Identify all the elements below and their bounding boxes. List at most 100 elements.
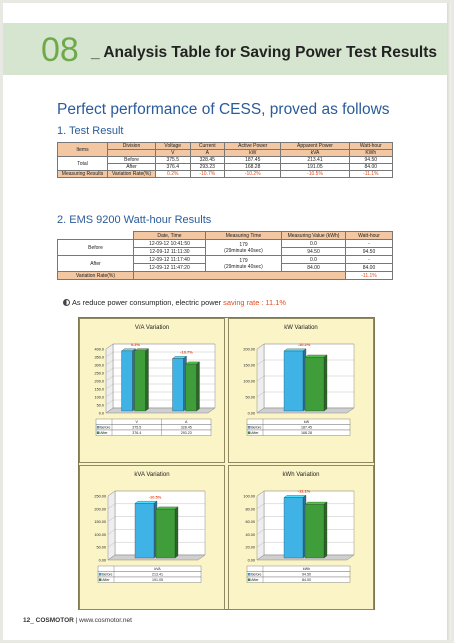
gridline	[256, 407, 265, 414]
chart-title: V/A Variation	[134, 325, 170, 331]
y-tick-label: 80.00	[245, 507, 255, 511]
chart-table-value: 375.5	[132, 426, 141, 430]
bar-after	[304, 357, 325, 412]
gridline	[105, 367, 114, 374]
y-tick-label: 50.00	[245, 396, 255, 400]
gridline	[256, 554, 265, 561]
section-number: 08	[41, 31, 79, 69]
col-current: Current	[189, 142, 225, 150]
chart-table-row	[246, 576, 351, 583]
kw-chart-panel: kW Variation 200.00 150.00 100.00 50.00 0.00 -…	[228, 318, 374, 463]
bar-after-top	[304, 501, 328, 505]
section-2-title: 2. EMS 9200 Watt-hour Results	[57, 214, 212, 226]
y-tick-label: 250.00	[94, 495, 106, 499]
bar-before-top	[283, 348, 307, 352]
table-row: Before 12-09-12 10:41:50 179 (29minute 40…	[57, 239, 393, 256]
gridline	[105, 351, 114, 358]
y-tick-label: 50.00	[96, 546, 106, 550]
bar-before	[283, 350, 304, 412]
legend-label: After	[251, 578, 259, 582]
chart-table-row	[97, 571, 202, 578]
col-watt-hour-2: Watt-hour	[345, 231, 393, 240]
y-tick-label: 150.00	[94, 520, 106, 524]
page-footer: 12_ COSMOTOR | www.cosmotor.net	[23, 617, 132, 624]
gridline	[256, 375, 265, 382]
gridline	[256, 529, 265, 535]
chart-table-row	[246, 565, 351, 572]
variation-label: -10.2%	[298, 342, 311, 347]
chart-table-value: 328.45	[181, 426, 192, 430]
y-tick-label: 50.0	[97, 404, 104, 408]
x-category-label: kWh	[303, 567, 310, 571]
unit-voltage: V	[155, 149, 191, 157]
gridline	[256, 391, 265, 398]
y-tick-label: 100.0	[94, 396, 104, 400]
bar-after	[134, 350, 146, 412]
unit-watt-hour: KWh	[348, 149, 394, 157]
table-row: After 376.4 293.23 168.28 191.05 84.00	[58, 163, 394, 171]
kwh-chart-panel: kWh Variation 100.00 80.00 60.00 40.00 20.00 0…	[228, 465, 374, 610]
col-watt-hour: Watt-hour	[348, 142, 394, 150]
chart-svg: 250.00 200.00 150.00 100.00 50.00 0.00 -10.5% k…	[94, 490, 206, 583]
y-tick-label: 60.00	[245, 520, 255, 524]
unit-active-power: kW	[223, 149, 282, 157]
chart-table-row	[97, 565, 202, 572]
y-tick-label: 20.00	[245, 546, 255, 550]
gridline	[105, 375, 114, 382]
table-row: 12-09-12 11:47:20 84.00 84.00	[58, 263, 393, 272]
chart-svg: 100.00 80.00 60.00 40.00 20.00 0.00 -11.1% kWh B…	[243, 489, 355, 583]
chart-table-row	[95, 424, 212, 431]
gridline	[105, 383, 114, 390]
charts-container: V/A Variation 400.0 350.0 300.0 250.0 200.0 15…	[78, 317, 375, 610]
y-tick-label: 200.00	[243, 348, 255, 352]
y-tick-label: 100.00	[94, 533, 106, 537]
gridline	[256, 359, 265, 366]
bar-after-side	[323, 354, 328, 412]
y-tick-label: 100.00	[243, 495, 255, 499]
legend-label: Before	[100, 426, 110, 430]
y-tick-label: 100.00	[243, 380, 255, 384]
chart-table-value: 94.50	[302, 573, 311, 577]
row-after: After	[57, 255, 134, 272]
legend-swatch-before	[247, 425, 251, 429]
table-row: After 12-09-12 11:17:40 179 (29minute 40s…	[57, 255, 393, 272]
chart-table-value: 293.23	[181, 431, 192, 435]
chart-table-row	[95, 418, 212, 425]
chart-table-row	[246, 429, 351, 436]
page-spine	[447, 3, 451, 640]
y-tick-label: 400.0	[94, 348, 104, 352]
bar-before	[134, 503, 155, 559]
chart-svg: 200.00 150.00 100.00 50.00 0.00 -10.2% kW Befor…	[243, 342, 355, 436]
gridline	[107, 503, 116, 509]
col-active-power: Active Power	[223, 142, 282, 150]
row-before: Before	[57, 239, 134, 256]
kva-chart-panel: kVA Variation 250.00 200.00 150.00 100.00 50.…	[79, 465, 225, 610]
legend-label: After	[251, 431, 259, 435]
bar-before	[283, 497, 304, 559]
gridline	[107, 516, 116, 522]
test-result-table: Items Division Voltage Current Active Po…	[57, 142, 394, 178]
bar-after	[155, 508, 176, 559]
gridline	[105, 359, 114, 366]
bar-after	[185, 363, 197, 412]
gridline	[107, 554, 116, 561]
y-tick-label: 200.0	[94, 380, 104, 384]
y-tick-label: 40.00	[245, 533, 255, 537]
legend-label: After	[102, 578, 110, 582]
table-row: Measuring Results Variation Rate(%) 0.2%…	[57, 170, 394, 178]
gridline	[256, 503, 265, 509]
legend-label: Before	[251, 573, 261, 577]
row-total: Total	[57, 156, 108, 171]
legend-swatch-after	[247, 431, 251, 435]
lead-heading: Perfect performance of CESS, proved as f…	[57, 101, 390, 118]
y-tick-label: 0.00	[99, 559, 106, 563]
x-category-label: kW	[304, 420, 310, 424]
y-tick-label: 200.00	[94, 507, 106, 511]
bar-after	[304, 504, 325, 559]
table-row: Variation Rate(%) -11.1%	[57, 271, 393, 280]
col-voltage: Voltage	[155, 142, 191, 150]
brand: COSMOTOR	[35, 617, 74, 624]
bar-after-top	[304, 354, 328, 358]
page-header: 08 _ Analysis Table for Saving Power Tes…	[3, 23, 447, 75]
gridline	[256, 516, 265, 522]
